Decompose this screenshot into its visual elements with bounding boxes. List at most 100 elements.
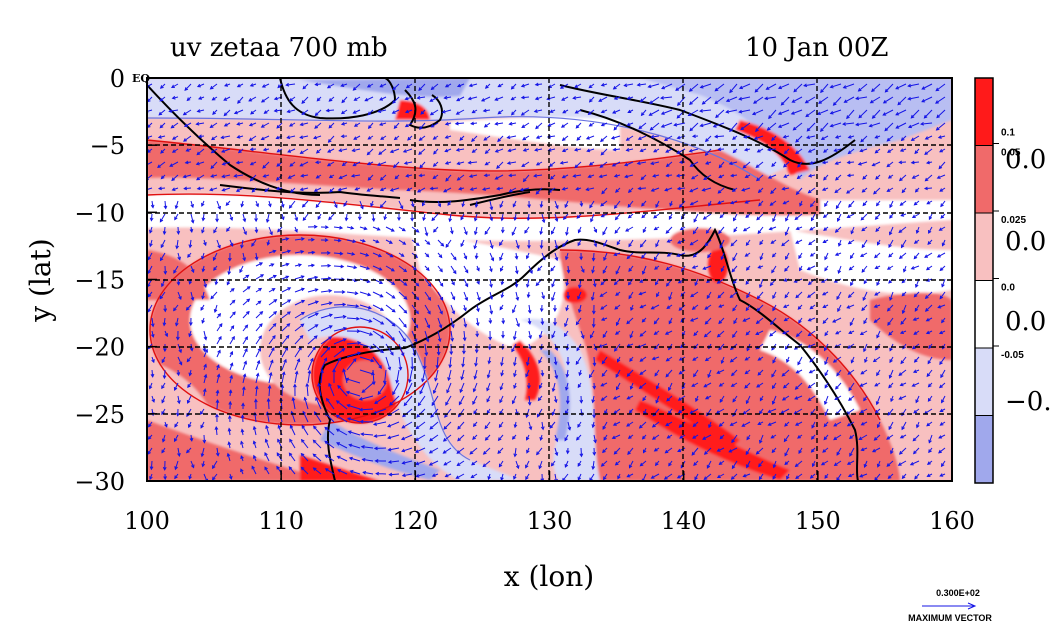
wind-vector xyxy=(883,96,894,104)
wind-vector-head xyxy=(835,331,839,335)
wind-vector xyxy=(328,122,335,129)
wind-vector xyxy=(450,226,453,234)
wind-vector-head xyxy=(664,331,669,335)
wind-vector-head xyxy=(291,396,296,401)
wind-vector-head xyxy=(403,309,408,314)
wind-vector-head xyxy=(184,87,189,91)
wind-vector-head xyxy=(771,385,776,390)
wind-vector-head xyxy=(579,203,584,208)
wind-vector-head xyxy=(473,375,478,380)
wind-vector-head xyxy=(874,135,879,139)
wind-vector-head xyxy=(691,265,696,269)
wind-vector-head xyxy=(824,372,828,377)
wind-vector-head xyxy=(875,202,880,207)
wind-vector-head xyxy=(857,88,862,92)
wind-vector xyxy=(756,213,764,221)
wind-vector xyxy=(190,291,194,301)
wind-vector xyxy=(359,291,371,296)
wind-vector xyxy=(726,96,738,102)
wind-vector-head xyxy=(859,383,864,387)
wind-vector-head xyxy=(355,304,360,308)
wind-vector xyxy=(924,408,933,415)
wind-vector-head xyxy=(174,205,179,210)
wind-vector-head xyxy=(871,115,876,119)
wind-vector-head xyxy=(215,413,219,418)
wind-vector-head xyxy=(368,319,373,323)
wind-vector-head xyxy=(415,461,420,466)
wind-vector-head xyxy=(328,174,333,179)
wind-vector xyxy=(756,304,764,312)
wind-vector-head xyxy=(756,295,761,300)
wind-vector xyxy=(624,174,634,178)
wind-vector xyxy=(731,369,738,376)
wind-vector xyxy=(242,387,245,397)
wind-vector xyxy=(674,122,686,126)
wind-vector xyxy=(229,300,236,306)
wind-vector xyxy=(746,395,751,404)
wind-vector xyxy=(481,96,491,102)
wind-vector xyxy=(387,421,400,428)
wind-vector-head xyxy=(317,382,321,387)
wind-vector-head xyxy=(470,121,475,126)
wind-vector-head xyxy=(210,165,215,170)
wind-vector-head xyxy=(324,426,329,431)
wind-vector xyxy=(767,122,777,131)
wind-vector-head xyxy=(600,306,605,310)
wind-vector-head xyxy=(940,214,945,219)
wind-vector xyxy=(300,148,309,154)
wind-vector-head xyxy=(370,371,375,376)
colorbar-level-label: 0.0 xyxy=(1001,283,1015,294)
wind-vector xyxy=(615,265,621,275)
wind-vector xyxy=(242,348,248,358)
wind-vector xyxy=(327,161,335,167)
wind-vector-head xyxy=(730,476,735,480)
wind-vector-head xyxy=(442,450,447,454)
wind-vector-head xyxy=(703,333,708,338)
wind-vector-head xyxy=(366,84,371,88)
wind-vector-head xyxy=(289,424,294,429)
wind-vector xyxy=(444,408,452,418)
wind-vector xyxy=(580,447,582,457)
wind-vector xyxy=(281,347,288,358)
wind-vector-head xyxy=(255,372,260,377)
wind-vector xyxy=(554,356,557,365)
wind-vector-head xyxy=(472,388,477,393)
wind-vector-head xyxy=(729,294,734,299)
wind-vector-head xyxy=(888,279,892,284)
wind-vector-head xyxy=(823,176,827,181)
wind-vector-head xyxy=(340,134,345,139)
wind-vector xyxy=(337,469,348,475)
wind-vector xyxy=(574,83,582,88)
wind-vector-head xyxy=(616,386,620,391)
wind-vector-head xyxy=(581,269,585,274)
wind-vector xyxy=(939,226,946,231)
wind-vector xyxy=(677,187,686,190)
wind-vector xyxy=(700,122,712,127)
wind-vector xyxy=(664,473,673,480)
wind-vector-head xyxy=(650,475,655,479)
wind-vector-head xyxy=(588,98,593,103)
wind-vector-head xyxy=(649,100,654,105)
wind-vector-head xyxy=(847,473,852,478)
wind-vector-head xyxy=(899,148,904,152)
wind-vector-head xyxy=(771,163,775,168)
wind-vector xyxy=(430,109,439,116)
wind-vector xyxy=(784,265,790,272)
wind-vector xyxy=(758,473,764,480)
wind-vector-head xyxy=(910,266,915,270)
wind-vector-head xyxy=(228,257,232,262)
wind-vector-head xyxy=(627,451,631,456)
wind-vector-head xyxy=(425,338,430,343)
wind-vector-head xyxy=(613,252,618,257)
wind-vector-head xyxy=(848,203,852,208)
wind-vector-head xyxy=(755,128,759,133)
wind-vector-head xyxy=(162,231,167,236)
wind-vector xyxy=(528,304,531,313)
wind-vector xyxy=(469,174,478,178)
wind-vector-head xyxy=(195,122,200,126)
wind-vector-head xyxy=(614,216,619,221)
wind-vector xyxy=(756,174,764,181)
wind-vector xyxy=(901,239,907,248)
wind-vector-head xyxy=(245,274,250,279)
wind-vector xyxy=(324,427,335,436)
